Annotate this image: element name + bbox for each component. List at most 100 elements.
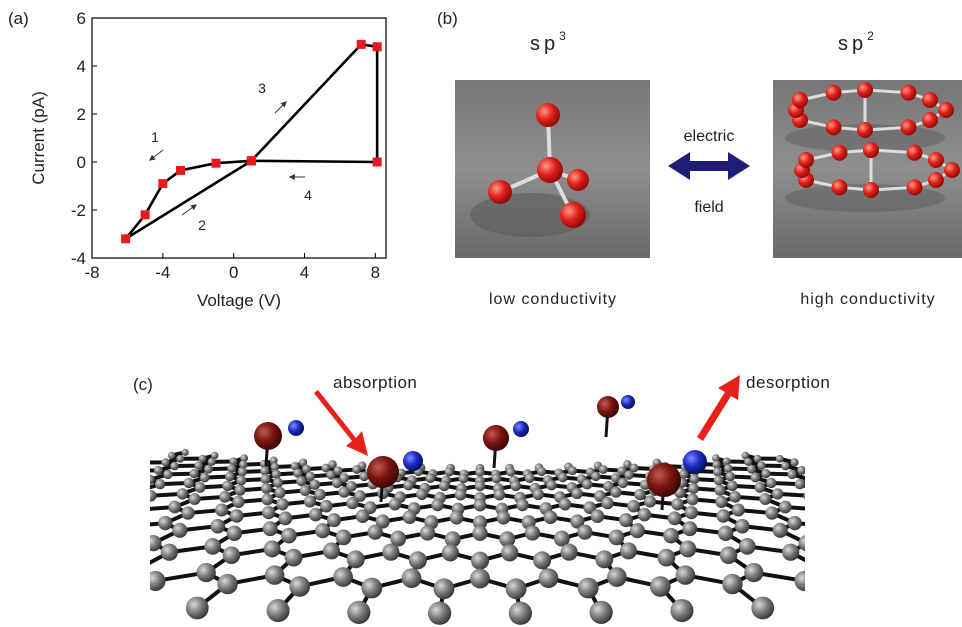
carbon-atom: [73, 567, 93, 587]
carbon-atom: [857, 481, 868, 492]
carbon-atom: [629, 463, 639, 473]
x-tick-label: 8: [371, 263, 380, 282]
carbon-atom: [717, 525, 734, 541]
bond: [877, 577, 925, 600]
bond: [113, 519, 125, 526]
carbon-atom: [346, 496, 359, 510]
carbon-atom: [328, 460, 337, 469]
bond: [69, 549, 107, 566]
bond: [803, 578, 805, 582]
atom: [938, 102, 954, 118]
carbon-atom: [150, 489, 157, 502]
data-point: [176, 165, 186, 175]
carbon-atom: [863, 499, 876, 512]
carbon-atom: [794, 570, 805, 592]
x-tick-label: 4: [300, 263, 309, 282]
bond: [1, 544, 45, 560]
carbon-atom: [723, 464, 733, 473]
carbon-atom: [60, 556, 79, 575]
bond: [809, 496, 832, 504]
carbon-atom: [101, 486, 112, 497]
carbon-atom: [181, 506, 195, 520]
carbon-atom: [538, 568, 559, 589]
carbon-atom: [161, 458, 170, 467]
carbon-atom: [327, 513, 342, 528]
carbon-atom: [37, 536, 53, 552]
carbon-atom: [907, 536, 923, 552]
carbon-atom: [805, 475, 815, 485]
carbon-atom: [198, 454, 207, 463]
carbon-atom: [54, 508, 68, 522]
bond: [11, 565, 69, 572]
carbon-atom: [354, 490, 366, 502]
nitrogen-atom: [513, 421, 529, 437]
carbon-atom: [473, 498, 487, 512]
carbon-atom: [729, 491, 741, 503]
carbon-atom: [603, 481, 614, 492]
carbon-atom: [115, 475, 125, 485]
carbon-atom: [682, 521, 698, 537]
label: absorption: [333, 373, 417, 392]
carbon-atom: [321, 463, 331, 473]
x-tick-label: -8: [84, 263, 99, 282]
carbon-atom: [346, 550, 365, 569]
bond: [889, 523, 925, 535]
bond: [36, 577, 84, 600]
carbon-atom: [170, 461, 179, 471]
carbon-atom: [913, 589, 935, 611]
atom: [900, 84, 917, 101]
bond: [8, 501, 42, 510]
carbon-atom: [493, 488, 506, 501]
carbon-atom: [686, 493, 699, 506]
atom: [906, 144, 923, 161]
oxygen-atom: [254, 422, 282, 450]
bond: [803, 580, 805, 584]
carbon-atom: [491, 473, 502, 484]
carbon-atom: [790, 458, 799, 467]
bond: [150, 579, 157, 587]
carbon-atom: [590, 509, 605, 523]
bond: [34, 488, 63, 495]
carbon-atom: [326, 470, 336, 480]
carbon-atom: [75, 493, 87, 505]
carbon-atom: [675, 565, 696, 585]
bond: [123, 467, 132, 471]
carbon-atom: [160, 543, 178, 561]
nitrogen-atom: [621, 395, 635, 409]
carbon-atom: [314, 488, 326, 501]
carbon-atom: [751, 596, 775, 620]
carbon-atom: [715, 495, 728, 508]
bond: [80, 476, 111, 477]
carbon-atom: [454, 488, 467, 501]
carbon-atom: [844, 540, 861, 557]
carbon-atom: [99, 540, 116, 557]
atom: [831, 144, 848, 161]
bond: [944, 518, 962, 530]
bond: [150, 493, 152, 499]
carbon-atom: [219, 491, 231, 503]
carbon-atom: [375, 514, 390, 529]
carbon-atom: [765, 506, 779, 520]
arrow-label: electric: [684, 128, 735, 145]
carbon-atom: [827, 519, 842, 534]
nitrogen-atom: [683, 450, 707, 474]
annotation-arrow: [274, 101, 287, 114]
carbon-atom: [532, 488, 544, 501]
carbon-atom: [771, 488, 784, 500]
carbon-atom: [92, 481, 103, 492]
bond: [0, 560, 1, 567]
carbon-atom: [750, 472, 761, 483]
data-point: [121, 234, 131, 244]
carbon-atom: [36, 495, 48, 507]
carbon-atom: [127, 466, 136, 475]
caption: low conductivity: [489, 291, 617, 308]
carbon-atom: [449, 510, 464, 525]
carbon-atom: [516, 498, 529, 512]
y-tick-label: -4: [71, 249, 86, 268]
bond: [71, 519, 113, 522]
absorption-arrow: [314, 390, 368, 456]
carbon-atom: [835, 475, 845, 485]
carbon-atom: [0, 551, 10, 569]
carbon-atom: [276, 498, 289, 511]
carbon-atom: [712, 460, 721, 469]
